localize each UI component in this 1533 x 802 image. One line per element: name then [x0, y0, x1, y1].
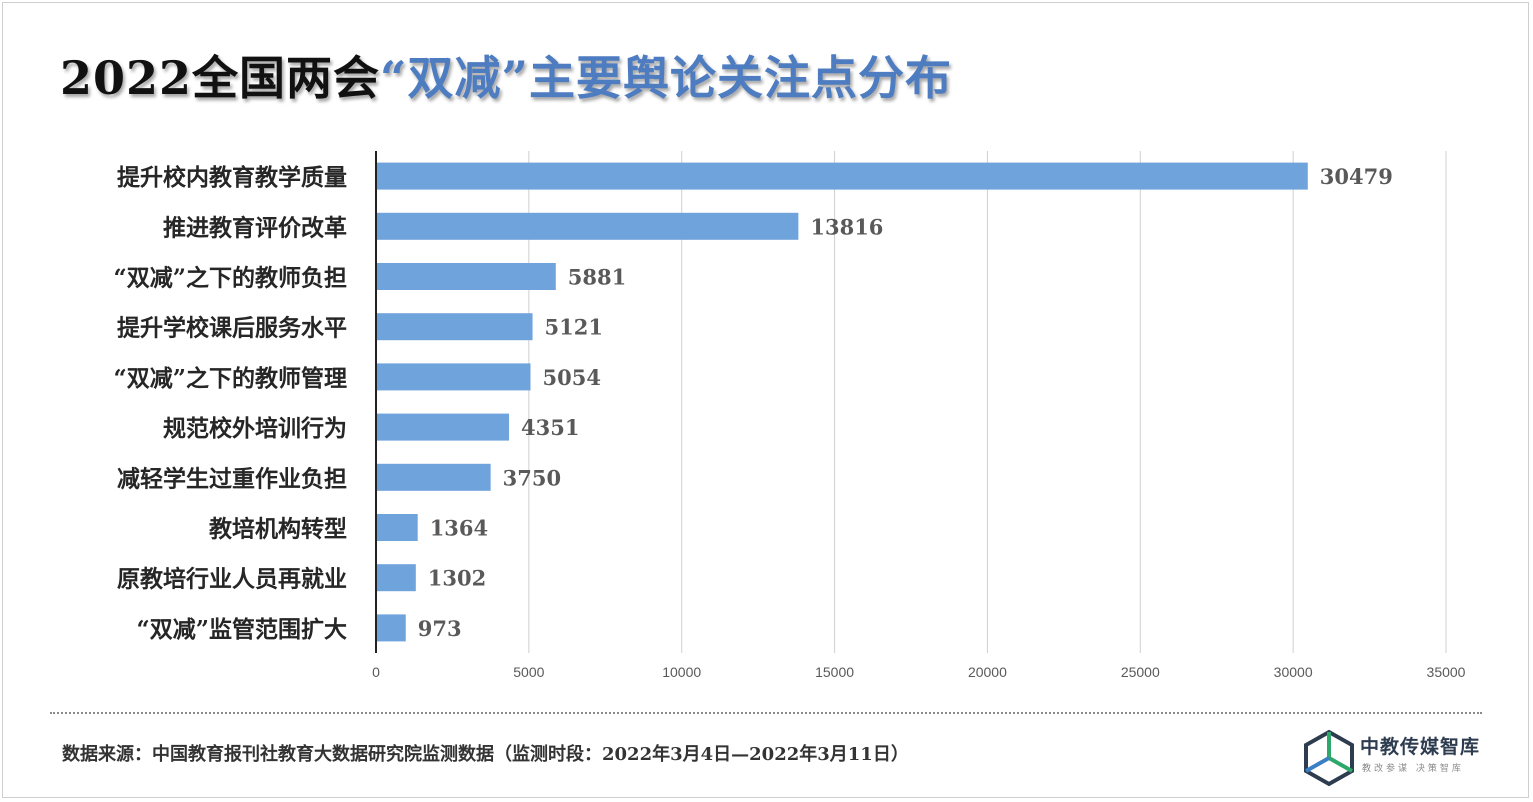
title-part-keyword: “双减”: [380, 51, 529, 105]
value-label: 5121: [545, 315, 603, 340]
bar-chart: 30479 13816 5881 5121 5054 4351 3750 1364 1302 97…: [114, 151, 1466, 680]
category-label: “双减”之下的教师管理: [114, 365, 347, 392]
x-tick-label: 0: [372, 664, 380, 680]
x-tick-label: 15000: [815, 664, 854, 680]
title-part-topic: 主要舆论关注点分布: [528, 51, 952, 105]
x-tick-label: 10000: [662, 664, 701, 680]
category-label: 提升校内教育教学质量: [117, 164, 347, 191]
logo-mark-icon: [1304, 729, 1354, 787]
bar: [376, 162, 1308, 190]
category-label: “双减”之下的教师负担: [114, 265, 347, 292]
brand-logo: 中教传媒智库 教改参谋 决策智库: [1302, 728, 1482, 788]
value-label: 4351: [521, 415, 579, 440]
value-label: 5881: [568, 265, 626, 290]
category-label: 推进教育评价改革: [163, 214, 347, 241]
title-part-year: 2022全国两会: [60, 51, 381, 105]
bar: [376, 263, 556, 290]
bars-group: [376, 162, 1308, 642]
value-label: 13816: [810, 214, 883, 239]
footer-divider: [50, 712, 1482, 714]
chart-title: 2022全国两会“双减”主要舆论关注点分布: [60, 42, 952, 112]
value-label: 3750: [503, 465, 561, 490]
value-label: 5054: [543, 365, 601, 390]
x-tick-label: 35000: [1427, 664, 1466, 680]
data-source-note: 数据来源：中国教育报刊社教育大数据研究院监测数据（监测时段：2022年3月4日—…: [62, 744, 909, 765]
bar: [376, 614, 406, 642]
bar: [376, 212, 799, 240]
bar: [376, 413, 510, 441]
value-label: 1364: [430, 516, 488, 541]
value-label: 30479: [1320, 164, 1393, 189]
x-tick-label: 30000: [1274, 664, 1313, 680]
x-tick-label: 20000: [968, 664, 1007, 680]
logo-name: 中教传媒智库: [1360, 736, 1481, 758]
category-label: 原教培行业人员再就业: [117, 566, 347, 593]
bar: [376, 313, 533, 341]
x-tick-label: 5000: [513, 664, 544, 680]
bar: [376, 463, 491, 491]
bar: [376, 564, 416, 592]
logo-slogan: 教改参谋 决策智库: [1362, 764, 1464, 774]
x-tick-labels-group: 0 5000 10000 15000 20000 25000 30000 35000: [372, 664, 1466, 680]
x-tick-label: 25000: [1121, 664, 1160, 680]
category-label: “双减”监管范围扩大: [137, 616, 347, 643]
category-label: 规范校外培训行为: [163, 415, 347, 442]
category-label: 减轻学生过重作业负担: [117, 465, 347, 492]
value-label: 973: [418, 616, 462, 641]
category-label: 提升学校课后服务水平: [117, 315, 347, 342]
value-label: 1302: [428, 566, 486, 591]
bar: [376, 514, 418, 541]
value-labels-group: 30479 13816 5881 5121 5054 4351 3750 1364 1302 97…: [418, 164, 1393, 641]
bar: [376, 363, 531, 391]
category-label: 教培机构转型: [209, 516, 347, 543]
